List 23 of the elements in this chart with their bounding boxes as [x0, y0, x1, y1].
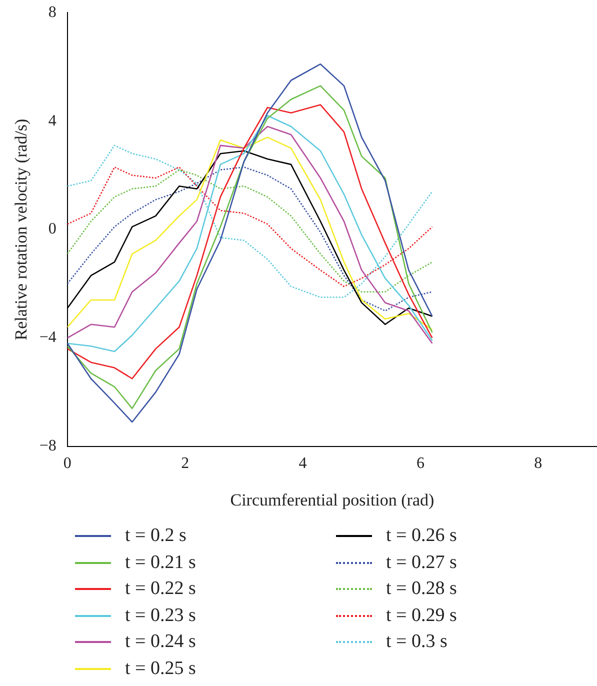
y-tick-label: −8	[39, 438, 56, 455]
legend-label: t = 0.28 s	[386, 578, 457, 600]
y-tick-label: 4	[48, 112, 56, 130]
y-tick-label: −4	[39, 329, 56, 346]
y-tick-label: 0	[48, 220, 56, 238]
x-tick-label: 2	[181, 455, 190, 472]
x-tick-label: 0	[63, 455, 72, 472]
y-axis-title: Relative rotation velocity (rad/s)	[12, 118, 31, 340]
legend-label: t = 0.26 s	[386, 525, 457, 548]
legend-label: t = 0.3 s	[386, 631, 448, 654]
y-tick-label: 8	[48, 4, 56, 21]
legend-label: t = 0.29 s	[386, 604, 457, 627]
x-tick-label: 6	[416, 455, 424, 472]
legend-label: t = 0.23 s	[125, 604, 196, 627]
legend-label: t = 0.25 s	[125, 658, 196, 680]
legend-label: t = 0.2 s	[125, 525, 186, 548]
x-tick-label: 4	[298, 455, 307, 472]
x-axis-title: Circumferential position (rad)	[230, 490, 434, 510]
legend-label: t = 0.27 s	[386, 552, 457, 574]
x-tick-label: 8	[534, 455, 542, 472]
legend-label: t = 0.22 s	[125, 578, 196, 600]
legend-label: t = 0.24 s	[125, 631, 196, 654]
legend-label: t = 0.21 s	[125, 552, 196, 574]
